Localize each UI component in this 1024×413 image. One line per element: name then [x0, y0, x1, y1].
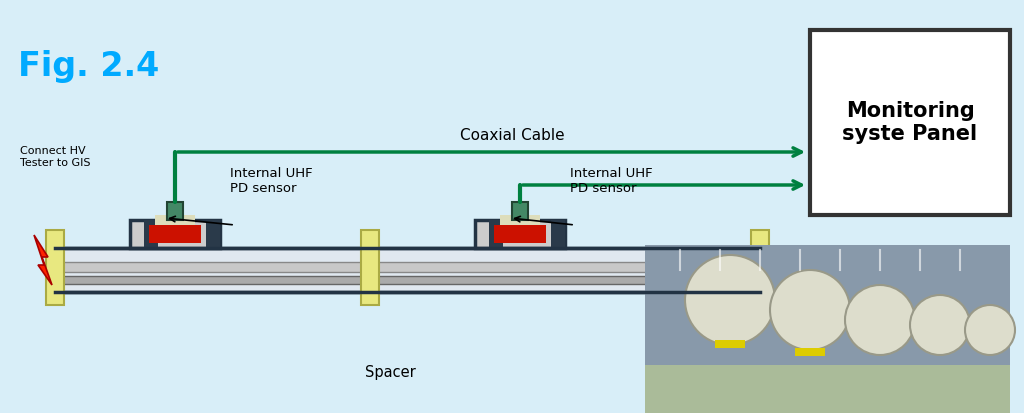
Bar — [55, 248, 760, 292]
Text: Monitoring
syste Panel: Monitoring syste Panel — [843, 101, 978, 144]
Text: Internal UHF
PD sensor: Internal UHF PD sensor — [570, 167, 652, 195]
Text: Spacer: Spacer — [365, 365, 416, 380]
Bar — [0, 0, 790, 413]
Bar — [167, 202, 183, 220]
Bar — [551, 220, 565, 248]
Bar — [55, 262, 760, 272]
Bar — [512, 202, 528, 220]
Text: Internal UHF
PD sensor: Internal UHF PD sensor — [230, 167, 312, 195]
Bar — [130, 220, 220, 248]
Circle shape — [910, 295, 970, 355]
Circle shape — [685, 255, 775, 345]
Bar — [645, 365, 1010, 413]
Circle shape — [965, 305, 1015, 355]
Bar — [810, 30, 1010, 215]
Bar — [715, 340, 745, 348]
Bar — [46, 230, 63, 305]
Text: Connect HV
Tester to GIS: Connect HV Tester to GIS — [20, 146, 90, 168]
Bar — [500, 215, 540, 225]
Bar — [645, 245, 1010, 413]
Bar — [489, 220, 503, 248]
Bar — [795, 348, 825, 356]
Bar — [361, 230, 379, 305]
Bar — [206, 220, 220, 248]
Bar — [494, 225, 546, 243]
Bar — [55, 276, 760, 284]
Circle shape — [770, 270, 850, 350]
Polygon shape — [34, 235, 52, 285]
Bar — [751, 230, 769, 305]
Bar — [475, 220, 565, 248]
Bar — [155, 215, 195, 225]
Bar — [150, 225, 201, 243]
Bar — [144, 220, 158, 248]
Text: Coaxial Cable: Coaxial Cable — [460, 128, 564, 143]
Circle shape — [845, 285, 915, 355]
Text: Fig. 2.4: Fig. 2.4 — [18, 50, 160, 83]
